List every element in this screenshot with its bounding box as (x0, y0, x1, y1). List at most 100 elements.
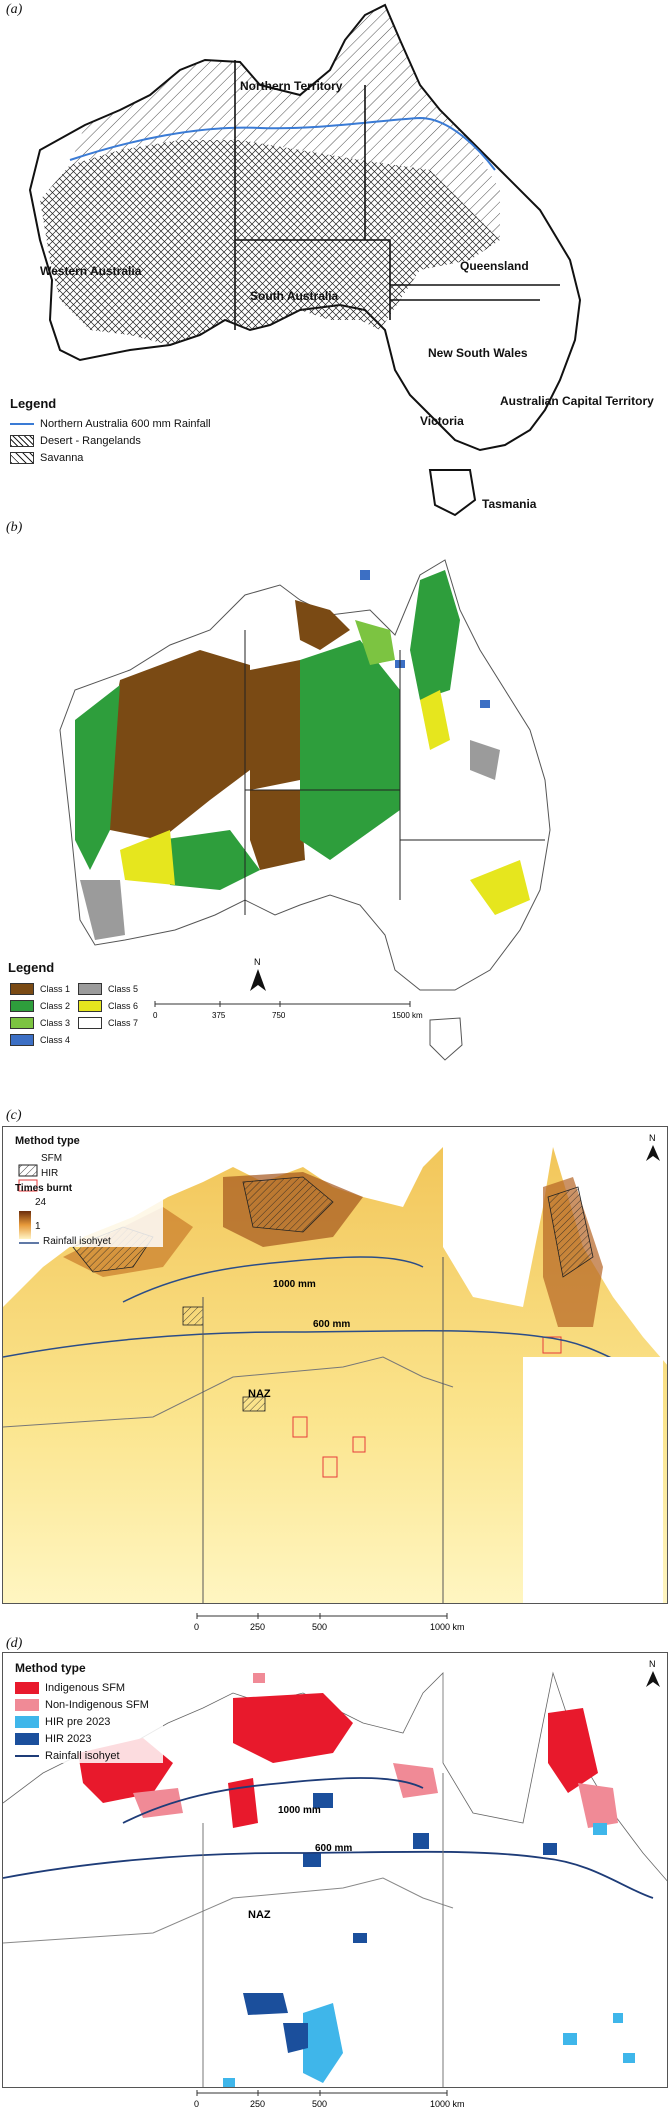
iso-1000-label-d: 1000 mm (278, 1805, 321, 1816)
tasmania-b (429, 1017, 463, 1061)
scale-c-2: 500 (312, 1622, 327, 1632)
iso-600-label-c: 600 mm (313, 1319, 350, 1330)
naz-boundary-d (3, 1877, 454, 1944)
desert-region (40, 140, 500, 345)
hir-pre-2023-areas (223, 1823, 635, 2087)
naz-label-d: NAZ (248, 1909, 271, 1921)
class3-swatch (10, 1016, 34, 1029)
scale-c-1: 250 (250, 1622, 265, 1632)
class1-swatch (10, 982, 34, 995)
label-act: Australian Capital Territory (500, 394, 654, 408)
north-d-label: N (649, 1659, 656, 1669)
legend-d-hir-2023: HIR 2023 (45, 1732, 92, 1745)
isohyet-1000 (122, 1256, 424, 1303)
hir-pre-2023-swatch (15, 1715, 39, 1728)
scalebar-b: 0 375 750 1500 km (153, 1001, 423, 1020)
isohyet-swatch-d (15, 1754, 39, 1757)
scale-b-0: 0 (153, 1011, 158, 1020)
label-nt: Northern Territory (240, 79, 343, 93)
non-indigenous-sfm-swatch (15, 1698, 39, 1711)
class1-label: Class 1 (40, 983, 71, 994)
label-tas: Tasmania (482, 497, 537, 511)
legend-b-title: Legend (8, 960, 55, 975)
legend-b-col2: Class 5 Class 6 Class 7 (78, 980, 138, 1031)
map-c: 1000 mm 600 mm NAZ N (3, 1133, 667, 1603)
class6-label: Class 6 (108, 1000, 139, 1011)
iso-600-label-d: 600 mm (315, 1843, 352, 1854)
class5-swatch (78, 982, 102, 995)
legend-c-isohyet: Rainfall isohyet (43, 1236, 111, 1247)
scale-b-2: 750 (272, 1011, 286, 1020)
panel-a-tag: (a) (6, 2, 23, 17)
indigenous-sfm-swatch (15, 1681, 39, 1694)
legend-d-indigenous: Indigenous SFM (45, 1681, 126, 1694)
class5-label: Class 5 (108, 983, 139, 994)
scale-d-0: 0 (194, 2099, 199, 2109)
class2-swatch (10, 999, 34, 1012)
class-areas (75, 570, 530, 940)
legend-c: Method type SFM HIR Times burnt 24 1 Rai… (15, 1135, 111, 1247)
scale-d-1: 250 (250, 2099, 265, 2109)
scale-c-0: 0 (194, 1622, 199, 1632)
north-arrow-b: N (250, 957, 266, 991)
legend-a-title: Legend (10, 396, 57, 411)
savanna-region (70, 5, 500, 240)
tasmania (428, 469, 477, 517)
map-a: Northern Territory Western Australia Sou… (28, 3, 654, 517)
map-c-frame: 1000 mm 600 mm NAZ N Method type SFM HIR… (2, 1126, 668, 1604)
legend-a: Legend Northern Australia 600 mm Rainfal… (10, 396, 211, 466)
class7-swatch (78, 1016, 102, 1029)
label-nsw: New South Wales (428, 346, 528, 360)
legend-a-rainfall: Northern Australia 600 mm Rainfall (40, 417, 211, 430)
rainfall-600-line (69, 116, 496, 171)
legend-a-desert: Desert - Rangelands (40, 434, 141, 447)
desert-swatch (10, 434, 34, 447)
scale-d-2: 500 (312, 2099, 327, 2109)
panel-c-tag: (c) (6, 1108, 22, 1123)
panel-d-tag: (d) (6, 1636, 23, 1651)
legend-d: Method type Indigenous SFM Non-Indigenou… (15, 1661, 149, 1764)
class4-swatch (10, 1033, 34, 1046)
north-b-label: N (254, 957, 261, 967)
scalebar-d: 0 250 500 1000 km (194, 2090, 465, 2109)
scalebar-c: 0 250 500 1000 km (194, 1613, 465, 1632)
legend-c-max: 24 (35, 1197, 47, 1208)
legend-b-col1: Class 1 Class 2 Class 3 Class 4 (10, 980, 70, 1048)
rainfall-line-swatch (10, 422, 34, 425)
hir-2023-swatch (15, 1732, 39, 1745)
legend-c-hir: HIR (41, 1168, 59, 1179)
hir-2023-areas (243, 1793, 557, 2053)
legend-d-isohyet: Rainfall isohyet (45, 1749, 120, 1762)
iso-1000-label-c: 1000 mm (273, 1279, 316, 1290)
scale-c-3: 1000 km (430, 1622, 465, 1632)
map-d-frame: 1000 mm 600 mm NAZ N Method type Indigen… (2, 1652, 668, 2088)
legend-c-sfm: SFM (41, 1153, 63, 1164)
non-indigenous-sfm-areas (133, 1673, 618, 1828)
legend-a-savanna: Savanna (40, 451, 84, 464)
scale-b-1: 375 (212, 1011, 226, 1020)
state-borders (234, 60, 560, 330)
isohyet-1000-d (122, 1777, 424, 1824)
legend-c-min: 1 (35, 1221, 41, 1232)
class4-label: Class 4 (40, 1034, 71, 1045)
naz-boundary (3, 1356, 454, 1428)
class3-label: Class 3 (40, 1017, 71, 1028)
scale-b-3: 1500 km (392, 1011, 423, 1020)
state-borders-b (244, 630, 545, 915)
isohyet-600-d (3, 1850, 654, 1899)
class7-label: Class 7 (108, 1017, 139, 1028)
panel-b-tag: (b) (6, 520, 23, 535)
label-qld: Queensland (460, 259, 529, 273)
class2-label: Class 2 (40, 1000, 71, 1011)
legend-c-times: Times burnt (15, 1183, 73, 1194)
map-d: 1000 mm 600 mm NAZ N (3, 1659, 667, 2087)
label-sa: South Australia (250, 289, 339, 303)
map-b (59, 559, 551, 1061)
savanna-swatch (10, 451, 34, 464)
isohyet-600 (3, 1330, 654, 1378)
legend-d-title: Method type (15, 1661, 86, 1675)
legend-c-title: Method type (15, 1135, 80, 1147)
legend-d-hir-pre: HIR pre 2023 (45, 1715, 111, 1728)
legend-b: Legend (8, 960, 54, 979)
naz-label-c: NAZ (248, 1388, 271, 1400)
